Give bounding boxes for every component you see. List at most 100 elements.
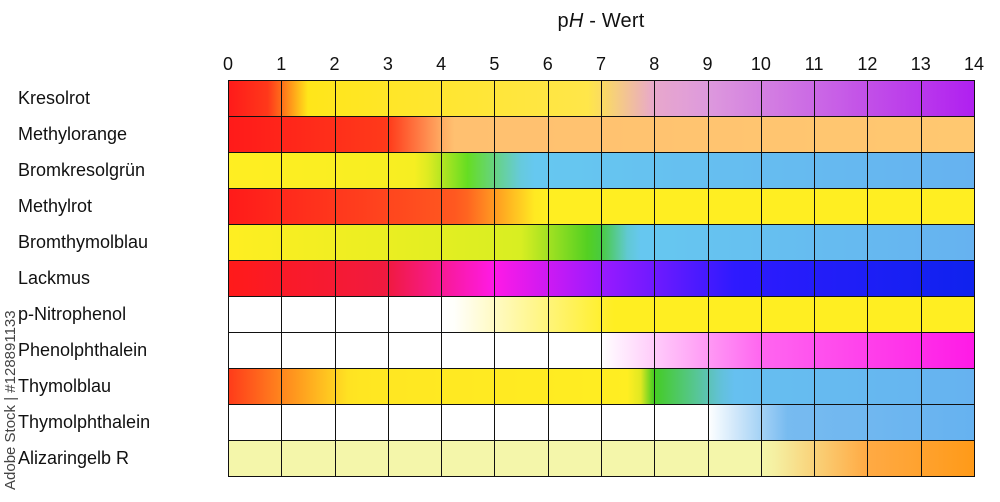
row-label: Thymolblau [18,376,112,396]
grid-hline [228,440,975,441]
heatmap-cell [707,80,761,116]
grid-hline [228,332,975,333]
heatmap-cell [867,188,921,224]
grid-hline [228,368,975,369]
grid-hline [228,80,975,81]
heatmap-cell [547,260,601,296]
heatmap-cell [228,296,282,332]
heatmap-cell [707,260,761,296]
heatmap-cell [760,404,815,440]
heatmap-cell [387,188,442,224]
heatmap-cell [654,80,708,116]
heatmap-cell [547,296,601,332]
x-tick-label: 4 [436,54,447,74]
grid-vline [601,80,602,477]
grid-vline [281,80,282,477]
heatmap-cell [547,404,601,440]
heatmap-cell [441,440,495,476]
heatmap-cell [441,224,495,260]
heatmap-cell [760,440,815,476]
heatmap-cell [601,296,655,332]
heatmap-cell [387,116,442,152]
heatmap-cell [441,296,495,332]
heatmap-cell [654,332,708,368]
grid-vline [494,80,495,477]
watermark-text: Adobe Stock | #128891133 [2,310,19,490]
x-tick-label: 7 [595,54,606,74]
heatmap-cell [867,404,921,440]
grid-vline [228,80,229,477]
heatmap-cell [494,368,548,404]
x-tick-label: 0 [222,54,233,74]
grid-vline [867,80,868,477]
heatmap-cell [920,296,974,332]
x-tick-label: 6 [542,54,553,74]
heatmap-cell [387,332,442,368]
heatmap-cell [387,80,442,116]
heatmap-cell [494,116,548,152]
heatmap-cell [281,260,335,296]
x-tick-label: 2 [329,54,340,74]
heatmap-cell [601,152,655,188]
grid-vline [548,80,549,477]
heatmap-cell [707,368,761,404]
heatmap-cell [494,224,548,260]
grid-hline [228,224,975,225]
heatmap-cell [334,188,388,224]
heatmap-cell [494,260,548,296]
heatmap-cell [601,368,655,404]
heatmap-cell [494,188,548,224]
row-label: Lackmus [18,268,91,288]
grid-vline [708,80,709,477]
heatmap-cell [760,260,815,296]
heatmap-cell [601,116,655,152]
heatmap-cell [334,152,388,188]
x-tick-label: 12 [857,54,878,74]
heatmap-cell [867,80,921,116]
x-tick-label: 11 [804,54,824,74]
grid-vline [974,80,975,477]
heatmap-cell [707,188,761,224]
heatmap-cell [228,404,282,440]
grid-vline [761,80,762,477]
chart-title-italic: H [568,10,584,32]
heatmap-cell [441,332,495,368]
heatmap-cell [654,224,708,260]
heatmap-cell [814,80,868,116]
heatmap-cell [707,440,761,476]
row-label: Kresolrot [18,88,91,108]
heatmap-cell [441,152,495,188]
row-label: Bromkresolgrün [18,160,146,180]
heatmap-cell [760,332,815,368]
heatmap-cell [814,224,868,260]
heatmap-cell [920,152,974,188]
heatmap-cell [228,152,282,188]
heatmap-cell [334,116,388,152]
chart-title-suffix: - Wert [583,10,645,32]
heatmap-cell [281,224,335,260]
heatmap-cell [547,440,601,476]
heatmap-cell [281,368,335,404]
heatmap-cell [760,80,815,116]
heatmap-cell [547,368,601,404]
heatmap-cell [601,80,655,116]
heatmap-cell [441,368,495,404]
heatmap-cell [760,116,815,152]
heatmap-cell [281,80,335,116]
heatmap-cell [654,368,708,404]
heatmap-cell [494,80,548,116]
heatmap-cell [920,368,974,404]
row-label: Alizaringelb R [18,448,130,468]
grid-hline [228,404,975,405]
heatmap-cell [601,260,655,296]
heatmap-cell [494,296,548,332]
heatmap-cell [494,404,548,440]
heatmap-cell [228,260,282,296]
grid-hline [228,260,975,261]
heatmap-cell [441,80,495,116]
heatmap-cell [760,188,815,224]
heatmap-cell [547,116,601,152]
grid-vline [814,80,815,477]
heatmap-cell [920,332,974,368]
